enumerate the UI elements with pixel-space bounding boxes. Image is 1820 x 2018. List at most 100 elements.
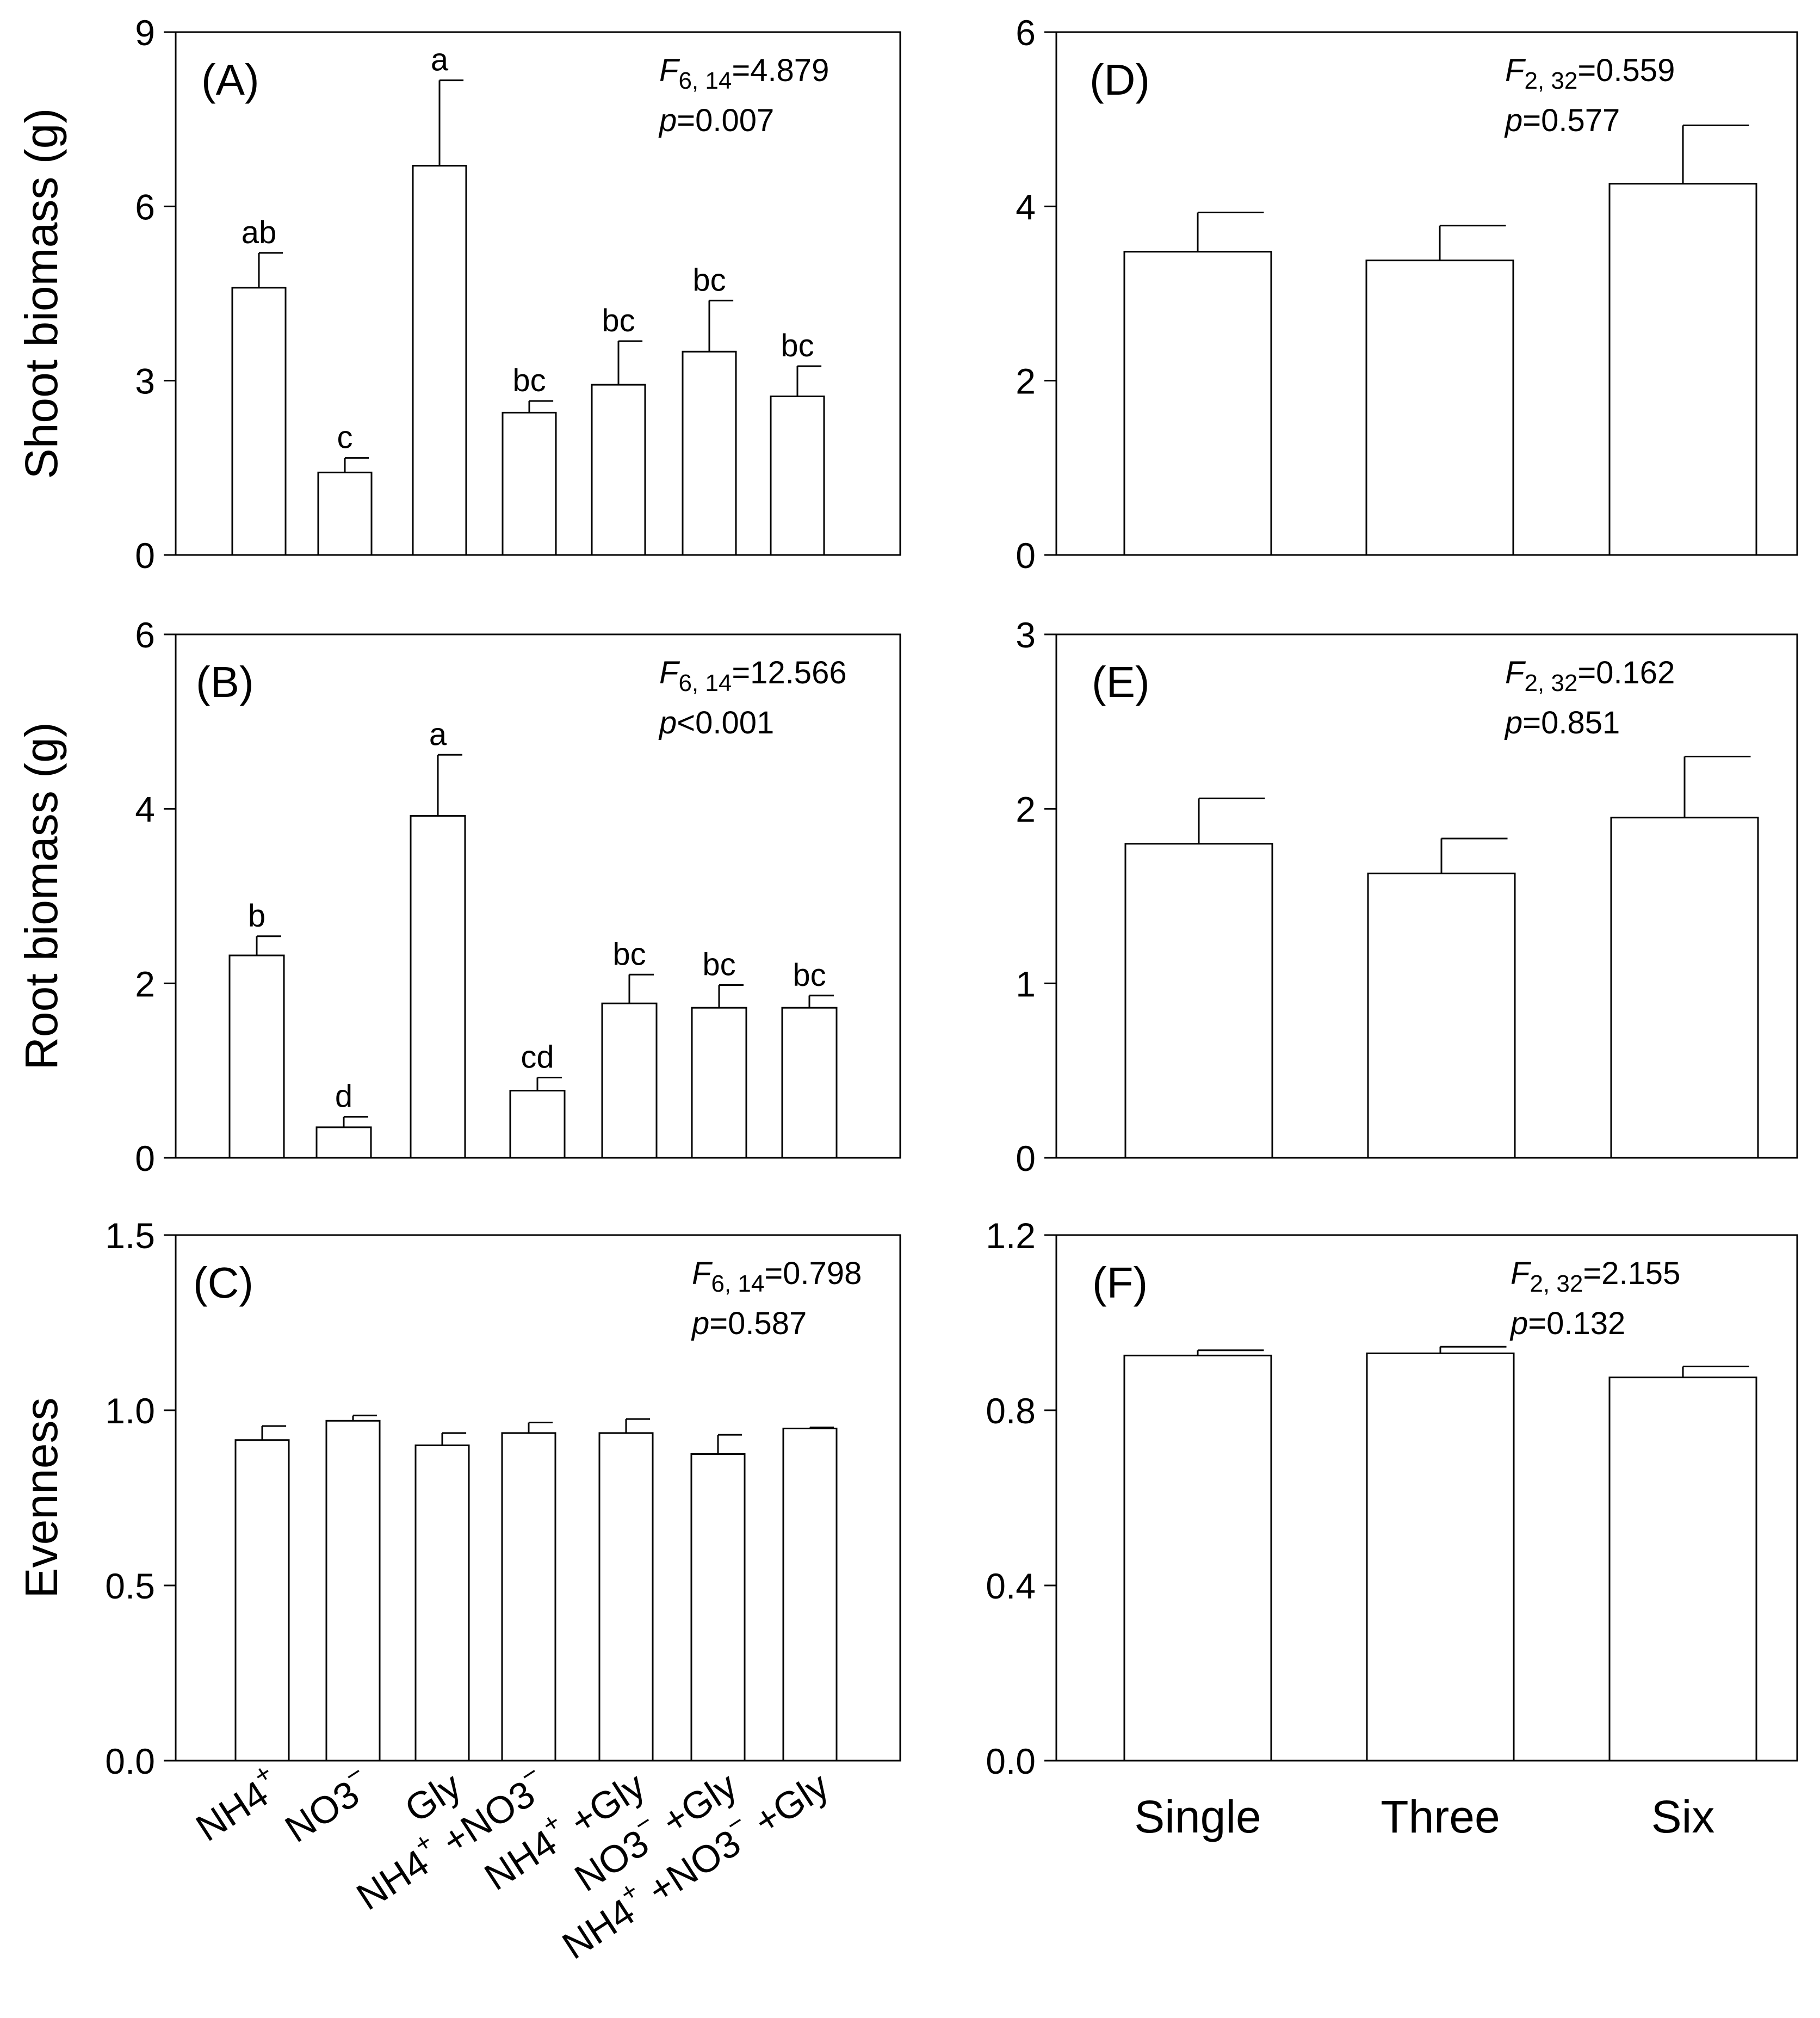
panel-label: (E): [1092, 658, 1150, 706]
y-tick-label: 0.8: [986, 1391, 1036, 1431]
y-tick-label: 3: [135, 361, 155, 402]
y-tick-label: 4: [1016, 187, 1036, 227]
bar: [501, 1432, 556, 1762]
x-tick-label: Three: [1381, 1791, 1500, 1842]
panel-label: (D): [1089, 55, 1150, 104]
stat-p-symbol: p: [658, 103, 677, 138]
stat-p-value: =0.851: [1522, 705, 1620, 740]
stat-f-value: =0.559: [1577, 53, 1675, 88]
stat-p-symbol: p: [1509, 1306, 1528, 1341]
stat-f-symbol: F: [1505, 53, 1526, 88]
y-tick-label: 0: [135, 535, 155, 576]
stat-p-value: =0.007: [677, 103, 774, 138]
significance-letter: d: [335, 1079, 352, 1114]
y-tick-label: 0.0: [986, 1741, 1036, 1781]
stat-p-text: p=0.132: [1509, 1306, 1625, 1341]
bar: [1123, 251, 1272, 556]
stat-p-symbol: p: [658, 705, 677, 740]
significance-letter: bc: [512, 363, 546, 398]
panel-a: 0 3 6 9 Shoot biomass (g) (A) F6, 14=4.879 p=0.…: [16, 13, 901, 576]
bar: [682, 350, 737, 556]
y-tick-label: 9: [135, 13, 155, 53]
stat-p-symbol: p: [691, 1306, 709, 1341]
stat-f-text: F2, 32=0.162: [1505, 655, 1675, 696]
y-tick-label: 1.2: [986, 1215, 1036, 1256]
stat-f-subscript: 2, 32: [1524, 67, 1577, 94]
y-tick-label: 0.0: [105, 1741, 155, 1781]
bar: [601, 1002, 658, 1159]
stat-p-value: =0.587: [709, 1306, 807, 1341]
y-tick-label: 0: [135, 1138, 155, 1178]
stat-p-text: p=0.577: [1504, 103, 1620, 138]
bar: [1367, 872, 1516, 1159]
stat-f-subscript: 2, 32: [1530, 1270, 1583, 1297]
stat-f-value: =2.155: [1583, 1256, 1680, 1291]
bar: [315, 1126, 372, 1159]
panel-label: (A): [201, 55, 259, 104]
stat-f-symbol: F: [692, 1256, 713, 1291]
bar: [1608, 1377, 1757, 1762]
bar: [414, 1444, 470, 1762]
x-tick-label: Six: [1651, 1791, 1715, 1842]
y-tick-label: 6: [1016, 13, 1036, 53]
bar: [690, 1453, 746, 1762]
stat-p-text: p=0.007: [658, 103, 774, 138]
y-axis-label: Shoot biomass (g): [16, 108, 67, 479]
bar: [228, 954, 285, 1159]
significance-letter: bc: [793, 958, 826, 993]
panel-d: 0 2 4 6 (D) F2, 32=0.559 p=0.577: [1016, 13, 1798, 576]
right-x-axis-labels: Single Three Six: [1134, 1791, 1714, 1842]
stat-f-symbol: F: [1511, 1256, 1532, 1291]
y-tick-label: 2: [1016, 789, 1036, 830]
stat-f-text: F6, 14=12.566: [659, 655, 847, 696]
bar: [234, 1439, 290, 1762]
stat-f-subscript: 6, 14: [678, 67, 732, 94]
stat-p-text: p=0.851: [1504, 705, 1620, 740]
panel-f: 0.0 0.4 0.8 1.2 (F) F2, 32=2.155 p=0.132: [986, 1215, 1798, 1781]
stat-f-text: F6, 14=4.879: [659, 53, 829, 94]
y-tick-label: 2: [135, 964, 155, 1004]
y-tick-label: 2: [1016, 361, 1036, 402]
stat-f-symbol: F: [659, 53, 680, 88]
stat-f-value: =12.566: [732, 655, 846, 690]
significance-letter: bc: [612, 936, 646, 972]
y-tick-label: 1.5: [105, 1215, 155, 1256]
stat-f-value: =4.879: [732, 53, 829, 88]
stat-f-subscript: 6, 14: [678, 670, 732, 696]
stat-p-symbol: p: [1504, 103, 1522, 138]
bar: [781, 1007, 838, 1159]
panel-label: (F): [1092, 1258, 1148, 1307]
panel-c: 0.0 0.5 1.0 1.5 Evenness (C) F6, 14=0.798 p=0.5…: [16, 1215, 901, 1781]
bar: [1124, 843, 1273, 1159]
stat-f-symbol: F: [659, 655, 680, 690]
stat-f-text: F6, 14=0.798: [692, 1256, 862, 1297]
stat-f-subscript: 2, 32: [1524, 670, 1577, 696]
stat-p-value: =0.577: [1522, 103, 1620, 138]
x-tick-label: NH4+​: [185, 1758, 289, 1849]
stat-f-subscript: 6, 14: [711, 1270, 764, 1297]
significance-letter: a: [431, 42, 449, 78]
significance-letter: ab: [242, 215, 277, 250]
bar: [509, 1090, 566, 1159]
bar: [782, 1427, 838, 1762]
stat-p-text: p=0.587: [691, 1306, 807, 1341]
significance-letter: bc: [692, 262, 726, 298]
y-tick-label: 0.4: [986, 1566, 1036, 1606]
stat-p-value: =0.132: [1528, 1306, 1625, 1341]
y-tick-label: 0.5: [105, 1566, 155, 1606]
panel-label: (B): [196, 658, 254, 706]
panel-b: 0 2 4 6 Root biomass (g) (B) F6, 14=12.566 p<0.…: [16, 615, 901, 1178]
significance-letter: bc: [602, 303, 635, 338]
bar: [231, 287, 287, 556]
stat-p-value: <0.001: [677, 705, 774, 740]
significance-letter: cd: [521, 1039, 554, 1075]
y-axis-label: Root biomass (g): [16, 722, 67, 1070]
y-tick-label: 4: [135, 789, 155, 830]
stat-f-value: =0.798: [764, 1256, 862, 1291]
significance-letter: b: [248, 898, 265, 934]
bar: [1610, 817, 1759, 1159]
significance-letter: bc: [702, 947, 735, 983]
stat-f-text: F2, 32=0.559: [1505, 53, 1675, 94]
